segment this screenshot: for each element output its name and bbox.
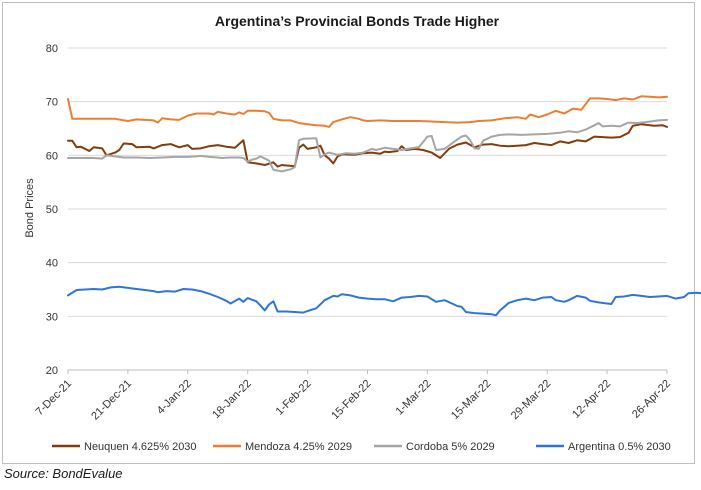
x-tick-label: 7-Dec-21 [34,378,74,418]
y-axis-title: Bond Prices [24,178,36,238]
series-line-argentina [67,285,701,317]
x-tick-label: 15-Feb-22 [329,378,373,422]
y-tick-label: 20 [46,365,58,377]
y-tick-label: 50 [46,204,58,216]
x-tick-label: 1-Feb-22 [274,378,314,418]
legend: Neuquen 4.625% 2030 Mendoza 4.25% 2029 Cor… [52,441,671,453]
x-tick-label: 21-Dec-21 [89,378,134,423]
y-axis: 20 30 40 50 60 70 80 [46,43,58,377]
y-tick-label: 60 [46,150,58,162]
x-tick-label: 29-Mar-22 [509,378,553,422]
y-tick-label: 30 [46,311,58,323]
series-line-neuquen [67,123,668,168]
series-lines [67,95,701,317]
y-tick-label: 80 [46,43,58,55]
series-line-mendoza [67,95,668,128]
legend-label-mendoza: Mendoza 4.25% 2029 [245,441,352,453]
x-tick-label: 15-Mar-22 [449,378,493,422]
x-tick-label: 18-Jan-22 [210,378,254,422]
source-note: Source: BondEvalue [4,466,123,481]
line-chart: Argentina’s Provincial Bonds Trade Highe… [24,13,701,453]
chart-frame [2,2,695,464]
x-tick-label: 26-Apr-22 [630,378,673,421]
series-line-cordoba [67,118,668,173]
grid [68,47,667,371]
legend-label-cordoba: Cordoba 5% 2029 [406,441,495,453]
chart-title: Argentina’s Provincial Bonds Trade Highe… [215,13,500,29]
x-axis: 7-Dec-21 21-Dec-21 4-Jan-22 18-Jan-22 1-Feb-… [34,370,673,422]
y-tick-label: 40 [46,258,58,270]
legend-label-argentina: Argentina 0.5% 2030 [568,441,671,453]
legend-label-neuquen: Neuquen 4.625% 2030 [84,441,197,453]
y-tick-label: 70 [46,97,58,109]
x-tick-label: 12-Apr-22 [570,378,613,421]
x-tick-label: 4-Jan-22 [155,378,194,417]
x-tick-label: 1-Mar-22 [393,378,433,418]
